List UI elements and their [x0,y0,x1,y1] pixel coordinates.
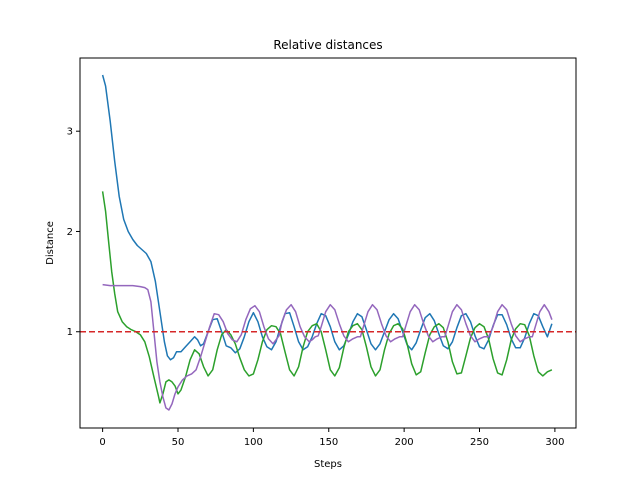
series-line-3 [102,283,553,411]
y-tick-label: 1 [67,327,73,338]
x-axis-label: Steps [314,459,342,470]
series-layer [101,74,553,411]
x-tick-label: 200 [395,437,414,448]
plot-area [79,57,577,429]
y-axis-label: Distance [45,221,56,265]
plot-frame [79,57,577,429]
x-tick-label: 0 [99,437,105,448]
chart-title: Relative distances [273,38,382,52]
series-line-1 [101,74,553,361]
x-tick-label: 150 [319,437,338,448]
plot-background [80,58,576,428]
y-tick-label: 2 [67,227,73,238]
x-tick-label: 250 [470,437,489,448]
x-tick-label: 50 [172,437,185,448]
series-line-2 [101,191,553,404]
x-axis: 0 50 100 150 200 250 300 [99,428,564,448]
x-tick-label: 300 [545,437,564,448]
x-tick-label: 100 [244,437,263,448]
y-axis: 1 2 3 [67,127,80,338]
y-tick-label: 3 [67,127,73,138]
